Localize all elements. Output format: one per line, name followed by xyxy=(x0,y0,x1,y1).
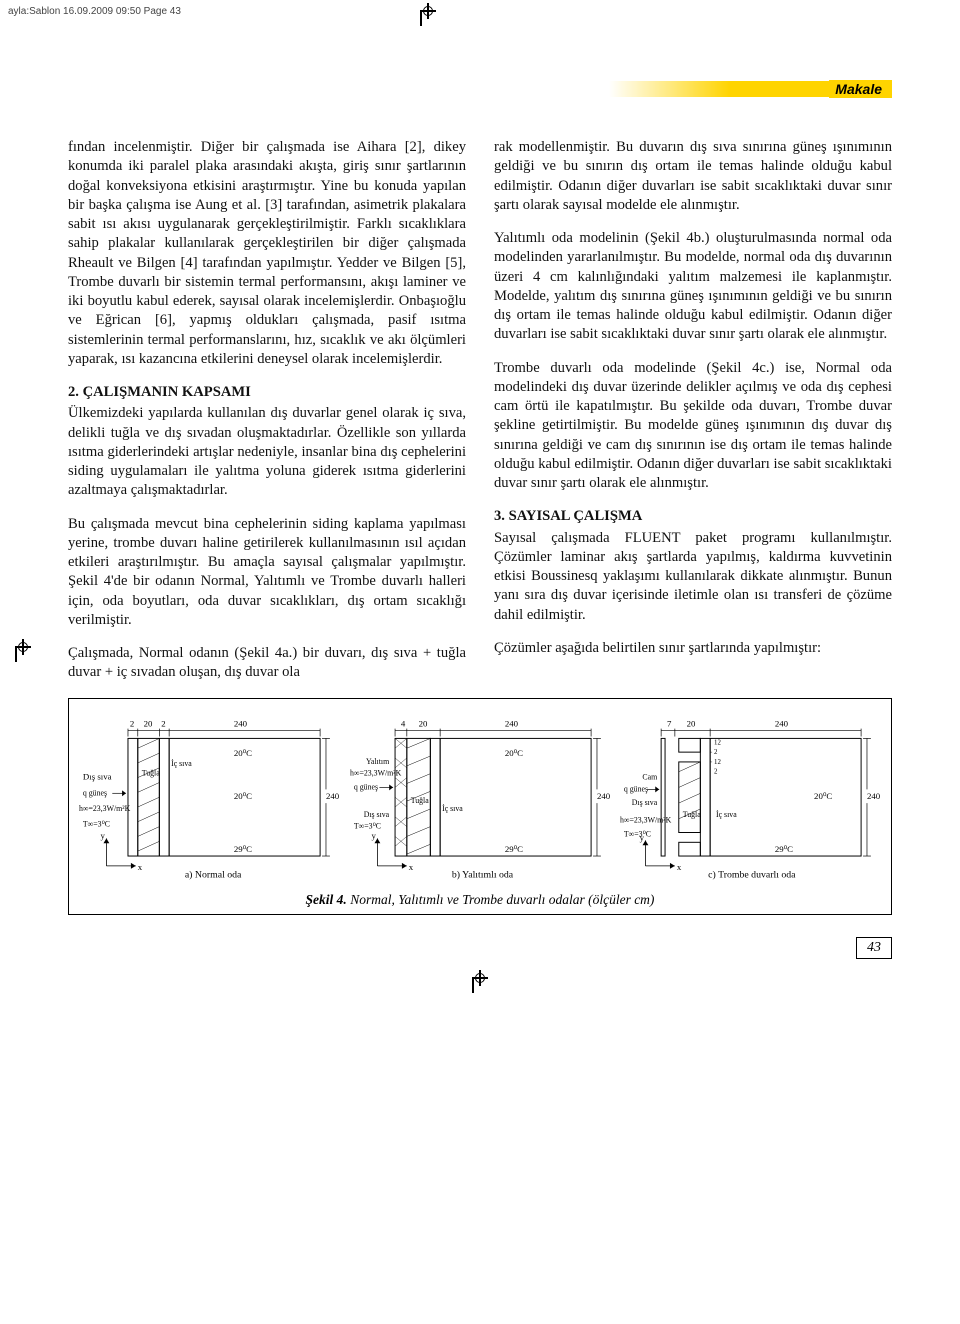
svg-text:Dış sıva: Dış sıva xyxy=(632,798,658,807)
figure-caption-text: Normal, Yalıtımlı ve Trombe duvarlı odal… xyxy=(347,892,655,907)
page-number-wrap: 43 xyxy=(68,937,892,959)
svg-text:y: y xyxy=(640,833,645,843)
paragraph: Sayısal çalışmada FLUENT paket programı … xyxy=(494,529,892,625)
svg-text:2: 2 xyxy=(714,749,718,756)
svg-text:20: 20 xyxy=(418,719,427,729)
section-badge: Makale xyxy=(609,80,892,98)
page: Makale fından incelenmiştir. Diğer bir ç… xyxy=(0,0,960,1030)
diagram-trombe-oda: 7 20 240 xyxy=(618,709,883,885)
diagram-yalitimli-oda: 4 20 240 xyxy=(348,709,613,885)
svg-text:Cam: Cam xyxy=(643,773,658,782)
section-heading: 3. SAYISAL ÇALIŞMA xyxy=(494,507,892,526)
svg-text:240: 240 xyxy=(326,791,340,801)
svg-text:T∞=3⁰C: T∞=3⁰C xyxy=(83,820,110,829)
svg-text:240: 240 xyxy=(867,791,881,801)
registration-mark-icon xyxy=(473,971,487,985)
svg-text:T∞=3⁰C: T∞=3⁰C xyxy=(624,830,651,839)
svg-text:q güneş: q güneş xyxy=(624,785,648,794)
paragraph: Yalıtımlı oda modelinin (Şekil 4b.) oluş… xyxy=(494,229,892,345)
svg-text:b) Yalıtımlı oda: b) Yalıtımlı oda xyxy=(452,870,514,881)
svg-text:q güneş: q güneş xyxy=(354,783,378,792)
svg-text:29⁰C: 29⁰C xyxy=(234,844,252,854)
svg-text:20⁰C: 20⁰C xyxy=(814,791,832,801)
svg-text:12: 12 xyxy=(714,759,721,766)
svg-text:4: 4 xyxy=(401,719,406,729)
diagram-normal-oda: 2 20 2 240 xyxy=(77,709,342,885)
badge-label: Makale xyxy=(829,80,892,98)
svg-text:h∞=23,3W/m²K: h∞=23,3W/m²K xyxy=(620,816,672,825)
svg-text:x: x xyxy=(408,862,413,872)
svg-text:T∞=3⁰C: T∞=3⁰C xyxy=(354,822,381,831)
svg-text:a) Normal oda: a) Normal oda xyxy=(185,870,242,881)
paragraph: Trombe duvarlı oda modelinde (Şekil 4c.)… xyxy=(494,359,892,494)
figure-caption-label: Şekil 4. xyxy=(306,892,347,907)
svg-text:x: x xyxy=(677,862,682,872)
svg-text:c) Trombe duvarlı oda: c) Trombe duvarlı oda xyxy=(709,870,797,881)
svg-text:2: 2 xyxy=(161,719,165,729)
svg-text:h∞=23,3W/m²K: h∞=23,3W/m²K xyxy=(350,769,402,778)
svg-text:240: 240 xyxy=(234,719,248,729)
badge-gradient xyxy=(609,81,829,97)
registration-mark-icon xyxy=(16,640,30,654)
figure-caption: Şekil 4. Normal, Yalıtımlı ve Trombe duv… xyxy=(77,892,883,908)
svg-text:İç sıva: İç sıva xyxy=(442,804,463,813)
svg-text:240: 240 xyxy=(597,791,611,801)
svg-text:20⁰C: 20⁰C xyxy=(234,791,252,801)
svg-text:Tuğla: Tuğla xyxy=(142,769,161,778)
paragraph: rak modellenmiştir. Bu duvarın dış sıva … xyxy=(494,138,892,215)
paragraph: fından incelenmiştir. Diğer bir çalışmad… xyxy=(68,138,466,369)
svg-text:Dış sıva: Dış sıva xyxy=(363,810,389,819)
paragraph: Çalışmada, Normal odanın (Şekil 4a.) bir… xyxy=(68,644,466,683)
svg-text:Dış sıva: Dış sıva xyxy=(83,772,112,782)
section-heading: 2. ÇALIŞMANIN KAPSAMI xyxy=(68,383,466,402)
svg-text:20⁰C: 20⁰C xyxy=(234,748,252,758)
paragraph: Ülkemizdeki yapılarda kullanılan dış duv… xyxy=(68,404,466,500)
svg-text:Tuğla: Tuğla xyxy=(410,796,429,805)
svg-text:20: 20 xyxy=(144,719,153,729)
svg-text:2: 2 xyxy=(714,769,718,776)
svg-text:q güneş: q güneş xyxy=(83,789,107,798)
svg-text:y: y xyxy=(371,831,376,841)
paragraph: Bu çalışmada mevcut bina cephelerinin si… xyxy=(68,515,466,631)
svg-text:29⁰C: 29⁰C xyxy=(775,844,793,854)
figure-panels: 2 20 2 240 xyxy=(77,709,883,885)
page-number: 43 xyxy=(856,937,892,959)
svg-text:29⁰C: 29⁰C xyxy=(505,844,523,854)
svg-text:20⁰C: 20⁰C xyxy=(505,748,523,758)
svg-text:h∞=23,3W/m²K: h∞=23,3W/m²K xyxy=(79,804,131,813)
svg-text:Tuğla: Tuğla xyxy=(683,810,702,819)
figure-4: 2 20 2 240 xyxy=(68,698,892,914)
svg-text:12: 12 xyxy=(714,740,721,747)
svg-text:y: y xyxy=(101,831,106,841)
svg-text:x: x xyxy=(138,862,143,872)
svg-text:İç sıva: İç sıva xyxy=(716,810,737,819)
svg-text:20: 20 xyxy=(687,719,696,729)
svg-text:2: 2 xyxy=(130,719,134,729)
svg-text:Yalıtım: Yalıtım xyxy=(366,757,389,766)
bottom-registration xyxy=(68,971,892,990)
svg-text:7: 7 xyxy=(667,719,672,729)
figure-panel-b: 4 20 240 xyxy=(348,709,613,885)
svg-text:240: 240 xyxy=(505,719,519,729)
figure-panel-c: 7 20 240 xyxy=(618,709,883,885)
svg-text:240: 240 xyxy=(775,719,789,729)
svg-text:İç sıva: İç sıva xyxy=(171,759,192,768)
article-body: fından incelenmiştir. Diğer bir çalışmad… xyxy=(68,138,892,684)
paragraph: Çözümler aşağıda belirtilen sınır şartla… xyxy=(494,639,892,658)
figure-panel-a: 2 20 2 240 xyxy=(77,709,342,885)
